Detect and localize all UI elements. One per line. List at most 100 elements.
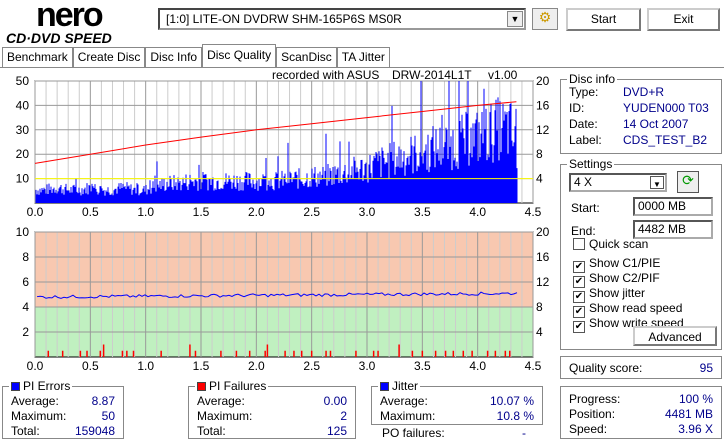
checkbox-label: Show C2/PIF: [589, 271, 660, 285]
progress-box: Progress: 100 % Position: 4481 MB Speed: 3.96…: [560, 386, 722, 439]
y2-tick-label: 8: [536, 147, 543, 161]
y-tick-label: 10: [16, 225, 30, 239]
stat-value: 50: [101, 409, 115, 423]
checkbox-checked[interactable]: ✔: [573, 321, 585, 333]
stat-label: Total:: [197, 424, 226, 438]
exit-button[interactable]: Exit: [647, 8, 720, 31]
stat-label: Average:: [11, 394, 59, 408]
tab-disc-info[interactable]: Disc Info: [145, 47, 203, 67]
disc-info-title: Disc info: [567, 72, 618, 86]
stat-label: Type:: [569, 85, 599, 99]
pi-errors-title-text: PI Errors: [23, 379, 71, 393]
start-label: Start:: [571, 201, 600, 215]
cd-dvd-speed-logo: CD·DVD SPEED: [6, 30, 112, 46]
nero-logo: nero: [36, 0, 104, 34]
x-tick-label: 3.0: [359, 359, 376, 370]
stat-value: 2: [340, 409, 347, 423]
checkbox-row[interactable]: ✔ Show read speed: [573, 301, 682, 318]
stat-label: Maximum:: [11, 409, 67, 423]
chevron-down-icon[interactable]: ▼: [650, 176, 664, 189]
tab-create-disc[interactable]: Create Disc: [72, 47, 146, 67]
x-tick-label: 0.0: [27, 359, 44, 370]
start-input[interactable]: 0000 MB: [633, 197, 713, 216]
pi-failures-legend-icon: [197, 382, 206, 391]
jitter-title: Jitter: [378, 379, 421, 393]
jitter-legend-icon: [380, 382, 389, 391]
x-tick-label: 4.5: [525, 205, 542, 219]
gears-icon: ⚙: [538, 9, 552, 25]
stat-label: ID:: [569, 101, 585, 115]
checkbox-row[interactable]: ✔ Show jitter: [573, 286, 645, 303]
stat-label: Total:: [11, 424, 40, 438]
x-tick-label: 2.5: [303, 359, 320, 370]
tab-disc-quality[interactable]: Disc Quality: [202, 44, 277, 67]
stat-value: DVD+R: [623, 85, 665, 99]
stat-value: CDS_TEST_B2: [623, 133, 708, 147]
y2-tick-label: 4: [536, 325, 543, 339]
x-tick-label: 0.5: [82, 359, 99, 370]
stat-label: Maximum:: [197, 409, 253, 423]
pi-errors-title: PI Errors: [9, 379, 73, 393]
checkbox-checked[interactable]: ✔: [573, 261, 585, 273]
checkbox-unchecked[interactable]: [573, 238, 585, 250]
stat-value: 10.07 %: [489, 394, 534, 408]
checkbox-row[interactable]: ✔ Show C2/PIF: [573, 271, 660, 288]
pi-failures-group: PI Failures Average: 0.00 Maximum: 2 Total: 12…: [188, 379, 356, 439]
advanced-button[interactable]: Advanced: [633, 326, 717, 346]
read-speed-line: [34, 101, 517, 164]
tab-scandisc[interactable]: ScanDisc: [276, 47, 337, 67]
x-tick-label: 2.5: [303, 205, 320, 219]
tab-ta-jitter[interactable]: TA Jitter: [336, 47, 390, 67]
drive-select[interactable]: [1:0] LITE-ON DVDRW SHM-165P6S MS0R ▼: [158, 8, 526, 30]
refresh-button[interactable]: ⟳: [677, 171, 699, 193]
stat-label: Average:: [380, 394, 428, 408]
y-tick-label: 10: [16, 172, 30, 186]
start-button[interactable]: Start: [566, 8, 641, 31]
x-tick-label: 2.0: [248, 205, 265, 219]
x-tick-label: 0.5: [82, 205, 99, 219]
tab-benchmark[interactable]: Benchmark: [2, 47, 73, 67]
checkbox-label: Quick scan: [589, 237, 649, 251]
y-tick-label: 30: [16, 123, 30, 137]
y2-tick-label: 20: [536, 74, 550, 88]
stat-value: 14 Oct 2007: [623, 117, 689, 131]
checkbox-checked[interactable]: ✔: [573, 276, 585, 288]
speed-value: 4 X: [574, 175, 593, 189]
checkbox-row[interactable]: Quick scan: [573, 237, 648, 251]
stat-value: 3.96 X: [678, 422, 713, 436]
checkbox-row[interactable]: ✔ Show C1/PIE: [573, 256, 660, 273]
x-tick-label: 3.0: [359, 205, 376, 219]
x-tick-label: 2.0: [248, 359, 265, 370]
chevron-down-icon[interactable]: ▼: [507, 11, 523, 27]
y-tick-label: 8: [22, 250, 29, 264]
stat-label: Label:: [569, 133, 602, 147]
y2-tick-label: 12: [536, 275, 550, 289]
y2-tick-label: 8: [536, 300, 543, 314]
x-tick-label: 3.5: [414, 205, 431, 219]
warning-zone: [35, 232, 533, 307]
checkbox-checked[interactable]: ✔: [573, 306, 585, 318]
checkbox-label: Show read speed: [589, 301, 683, 315]
x-tick-label: 1.0: [137, 205, 154, 219]
stat-label: Average:: [197, 394, 245, 408]
quality-score-value: 95: [699, 361, 713, 375]
end-input[interactable]: 4482 MB: [633, 220, 713, 239]
stat-label: Progress:: [569, 392, 621, 406]
y2-tick-label: 4: [536, 172, 543, 186]
recorder-drive: DRW-2014L1T: [392, 68, 472, 82]
y-tick-label: 2: [22, 325, 29, 339]
stat-label: Speed:: [569, 422, 608, 436]
stat-value: 0.00: [323, 394, 347, 408]
stat-label: Position:: [569, 407, 616, 421]
speed-select[interactable]: 4 X ▼: [569, 173, 667, 192]
jitter-line: [36, 291, 518, 299]
end-label: End:: [571, 224, 596, 238]
stat-label: Maximum:: [380, 409, 436, 423]
checkbox-checked[interactable]: ✔: [573, 291, 585, 303]
tab-bar: Benchmark Create Disc Disc Info Disc Qua…: [2, 44, 390, 67]
pi-errors-legend-icon: [11, 382, 20, 391]
y-tick-label: 50: [16, 74, 30, 88]
checkbox-label: Show C1/PIE: [589, 256, 661, 270]
recorded-with: recorded with ASUS: [272, 68, 380, 82]
drive-settings-button[interactable]: ⚙: [532, 8, 558, 30]
